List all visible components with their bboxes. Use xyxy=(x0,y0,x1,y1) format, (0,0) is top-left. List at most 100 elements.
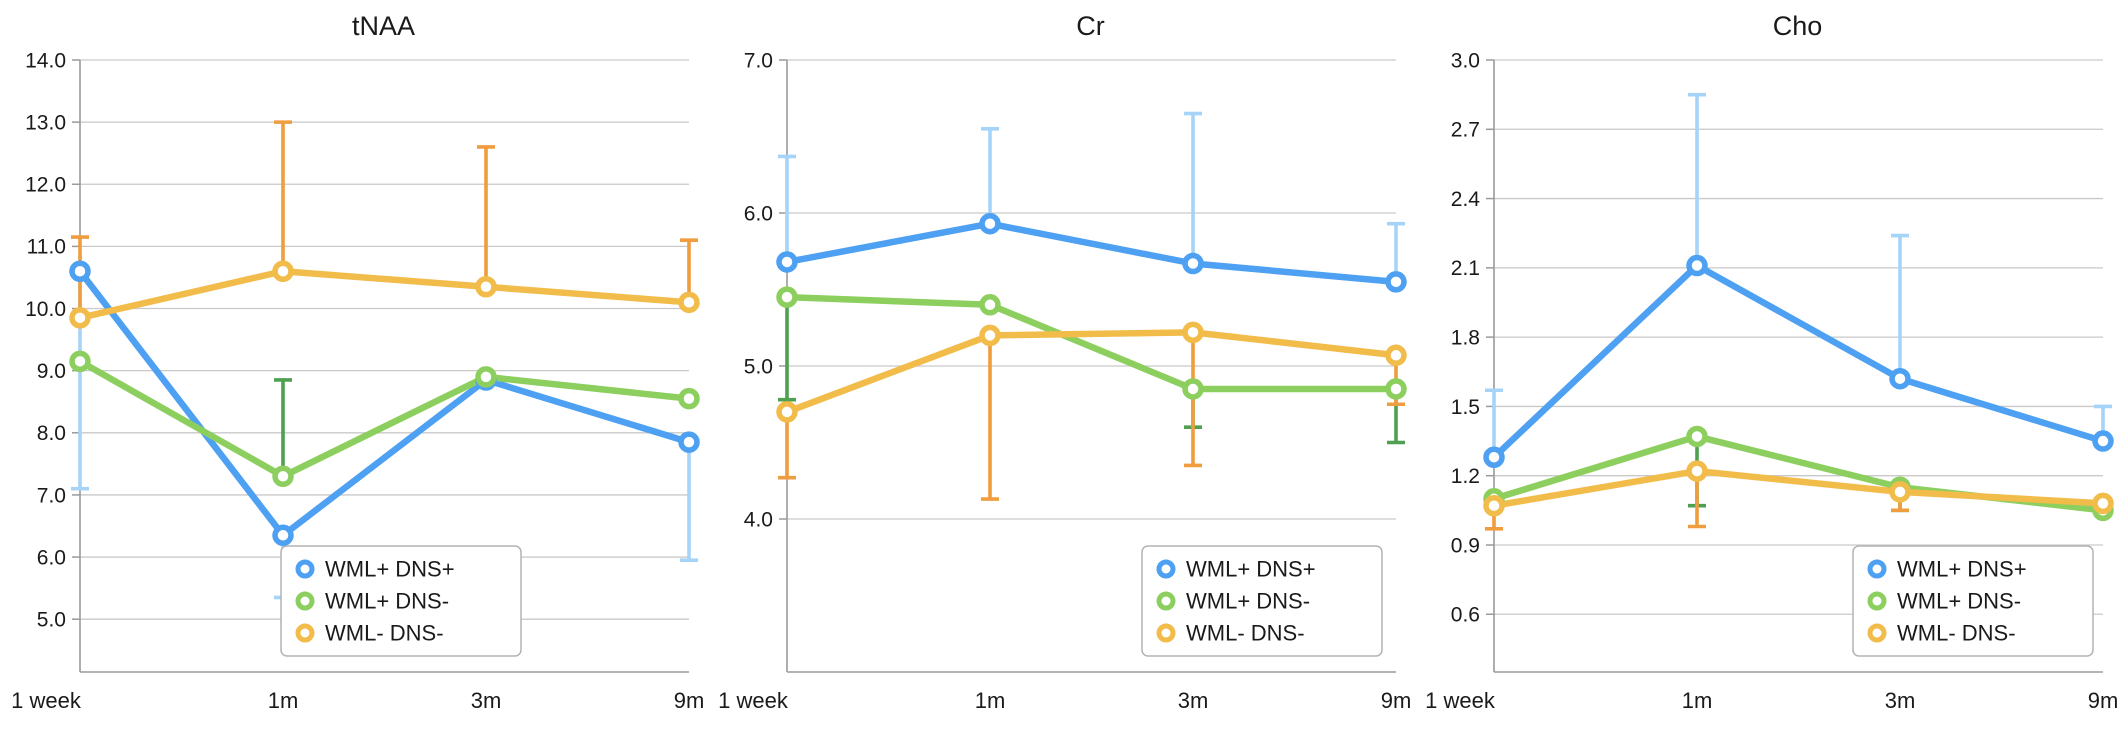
data-point-marker xyxy=(272,260,294,282)
legend: WML+ DNS+ WML+ DNS- WML- DNS- xyxy=(1141,545,1383,657)
data-point-marker xyxy=(1385,271,1407,293)
legend: WML+ DNS+ WML+ DNS- WML- DNS- xyxy=(280,545,522,657)
data-point-marker xyxy=(1686,254,1708,277)
legend-item: WML+ DNS+ xyxy=(1867,557,2027,582)
chart-cr: Cr 4.0 5.0 6.0 7.0 1 week 1m 3m 9m WML+ DNS+ WML+… xyxy=(707,0,1414,736)
x-tick-label: 9m xyxy=(674,688,705,713)
data-point-marker xyxy=(1686,460,1708,482)
data-point-marker xyxy=(1182,252,1204,275)
series-line xyxy=(783,329,1400,416)
legend-marker xyxy=(295,623,315,643)
data-point-marker xyxy=(678,291,700,314)
series-line xyxy=(1490,467,2107,509)
data-point-marker xyxy=(1182,378,1204,400)
legend-box xyxy=(1141,545,1383,657)
legend-marker xyxy=(1867,591,1887,611)
data-point-marker xyxy=(1889,367,1911,390)
gridlines xyxy=(779,59,1396,520)
series-line xyxy=(76,267,693,322)
data-point-marker xyxy=(475,276,497,298)
legend-marker xyxy=(1156,591,1176,611)
y-tick-label: 2.1 xyxy=(1451,257,1480,280)
legend-label: WML+ DNS+ xyxy=(1897,557,2027,582)
legend-marker xyxy=(1156,623,1176,643)
y-tick-label: 3.0 xyxy=(1451,49,1480,72)
chart-title-tnaa: tNAA xyxy=(351,11,416,41)
data-point-marker xyxy=(776,286,798,308)
legend-label: WML- DNS- xyxy=(325,621,444,646)
x-tick-label: 1m xyxy=(1682,688,1713,713)
chart-plot-cho: 0.6 0.9 1.2 1.5 1.8 2.1 2.4 2.7 3.0 1 week 1m 3m 9m W… xyxy=(1425,49,2119,713)
data-point-marker xyxy=(272,465,294,488)
legend-label: WML- DNS- xyxy=(1897,621,2016,646)
x-tick-label: 9m xyxy=(1381,688,1412,713)
x-tick-label: 3m xyxy=(471,688,502,713)
y-tick-label: 2.7 xyxy=(1451,119,1480,142)
x-tick-label: 9m xyxy=(2088,688,2119,713)
y-tick-label: 6.0 xyxy=(744,202,773,225)
legend-label: WML- DNS- xyxy=(1186,621,1305,646)
legend-item: WML+ DNS+ xyxy=(295,557,455,582)
legend-box xyxy=(1852,545,2094,657)
legend-marker xyxy=(295,559,315,579)
legend-marker xyxy=(1156,559,1176,579)
legend-item: WML- DNS- xyxy=(295,621,444,646)
x-tick-label: 1 week xyxy=(718,688,789,713)
data-point-marker xyxy=(2092,430,2114,452)
legend: WML+ DNS+ WML+ DNS- WML- DNS- xyxy=(1852,545,2094,657)
data-point-marker xyxy=(1889,481,1911,503)
x-tick-label: 1m xyxy=(975,688,1006,713)
x-tick-label: 3m xyxy=(1885,688,1916,713)
legend-item: WML- DNS- xyxy=(1156,621,1305,646)
y-tick-label: 5.0 xyxy=(37,609,66,632)
y-tick-label: 10.0 xyxy=(25,298,66,321)
legend-label: WML+ DNS- xyxy=(325,589,449,614)
data-point-marker xyxy=(1385,378,1407,400)
legend-marker xyxy=(295,591,315,611)
y-tick-label: 13.0 xyxy=(25,111,66,134)
legend-marker xyxy=(1867,623,1887,643)
data-point-marker xyxy=(979,294,1001,316)
series-line xyxy=(76,358,693,480)
chart-title-cho: Cho xyxy=(1772,11,1823,41)
legend-label: WML+ DNS+ xyxy=(1186,557,1316,582)
data-point-marker xyxy=(979,212,1001,235)
x-tick-label: 3m xyxy=(1178,688,1209,713)
legend-item: WML- DNS- xyxy=(1867,621,2016,646)
x-tick-label: 1m xyxy=(268,688,299,713)
y-tick-label: 4.0 xyxy=(744,508,773,531)
x-tick-label: 1 week xyxy=(11,688,82,713)
legend-label: WML+ DNS- xyxy=(1186,589,1310,614)
legend-item: WML+ DNS- xyxy=(295,589,449,614)
y-tick-label: 5.0 xyxy=(744,355,773,378)
y-tick-label: 2.4 xyxy=(1451,188,1481,211)
y-tick-label: 7.0 xyxy=(37,484,66,507)
chart-plot-tnaa: 5.0 6.0 7.0 8.0 9.0 10.0 11.0 12.0 13.0 14.0 1 wee… xyxy=(11,49,705,713)
data-point-marker xyxy=(272,524,294,547)
y-tick-label: 1.2 xyxy=(1451,465,1480,488)
y-tick-label: 6.0 xyxy=(37,546,66,569)
legend-label: WML+ DNS+ xyxy=(325,557,455,582)
error-bars xyxy=(778,111,1405,501)
legend-label: WML+ DNS- xyxy=(1897,589,2021,614)
data-point-marker xyxy=(1182,321,1204,344)
data-point-marker xyxy=(2092,492,2114,515)
error-bars xyxy=(71,120,698,600)
data-point-marker xyxy=(69,260,91,282)
data-point-marker xyxy=(1483,494,1505,517)
series-line xyxy=(783,220,1400,286)
y-tick-label: 9.0 xyxy=(37,360,66,383)
y-tick-label: 0.9 xyxy=(1451,534,1480,557)
data-point-marker xyxy=(475,366,497,388)
y-tick-label: 8.0 xyxy=(37,422,66,445)
series-line xyxy=(1490,262,2107,461)
y-tick-label: 0.6 xyxy=(1451,604,1480,627)
data-point-marker xyxy=(979,324,1001,347)
legend-item: WML+ DNS- xyxy=(1156,589,1310,614)
y-tick-label: 11.0 xyxy=(27,236,66,259)
chart-cho: Cho 0.6 0.9 1.2 1.5 1.8 2.1 2.4 2.7 3.0 1 week 1m 3… xyxy=(1414,0,2121,736)
series-line xyxy=(76,267,693,539)
y-tick-label: 1.5 xyxy=(1451,396,1480,419)
